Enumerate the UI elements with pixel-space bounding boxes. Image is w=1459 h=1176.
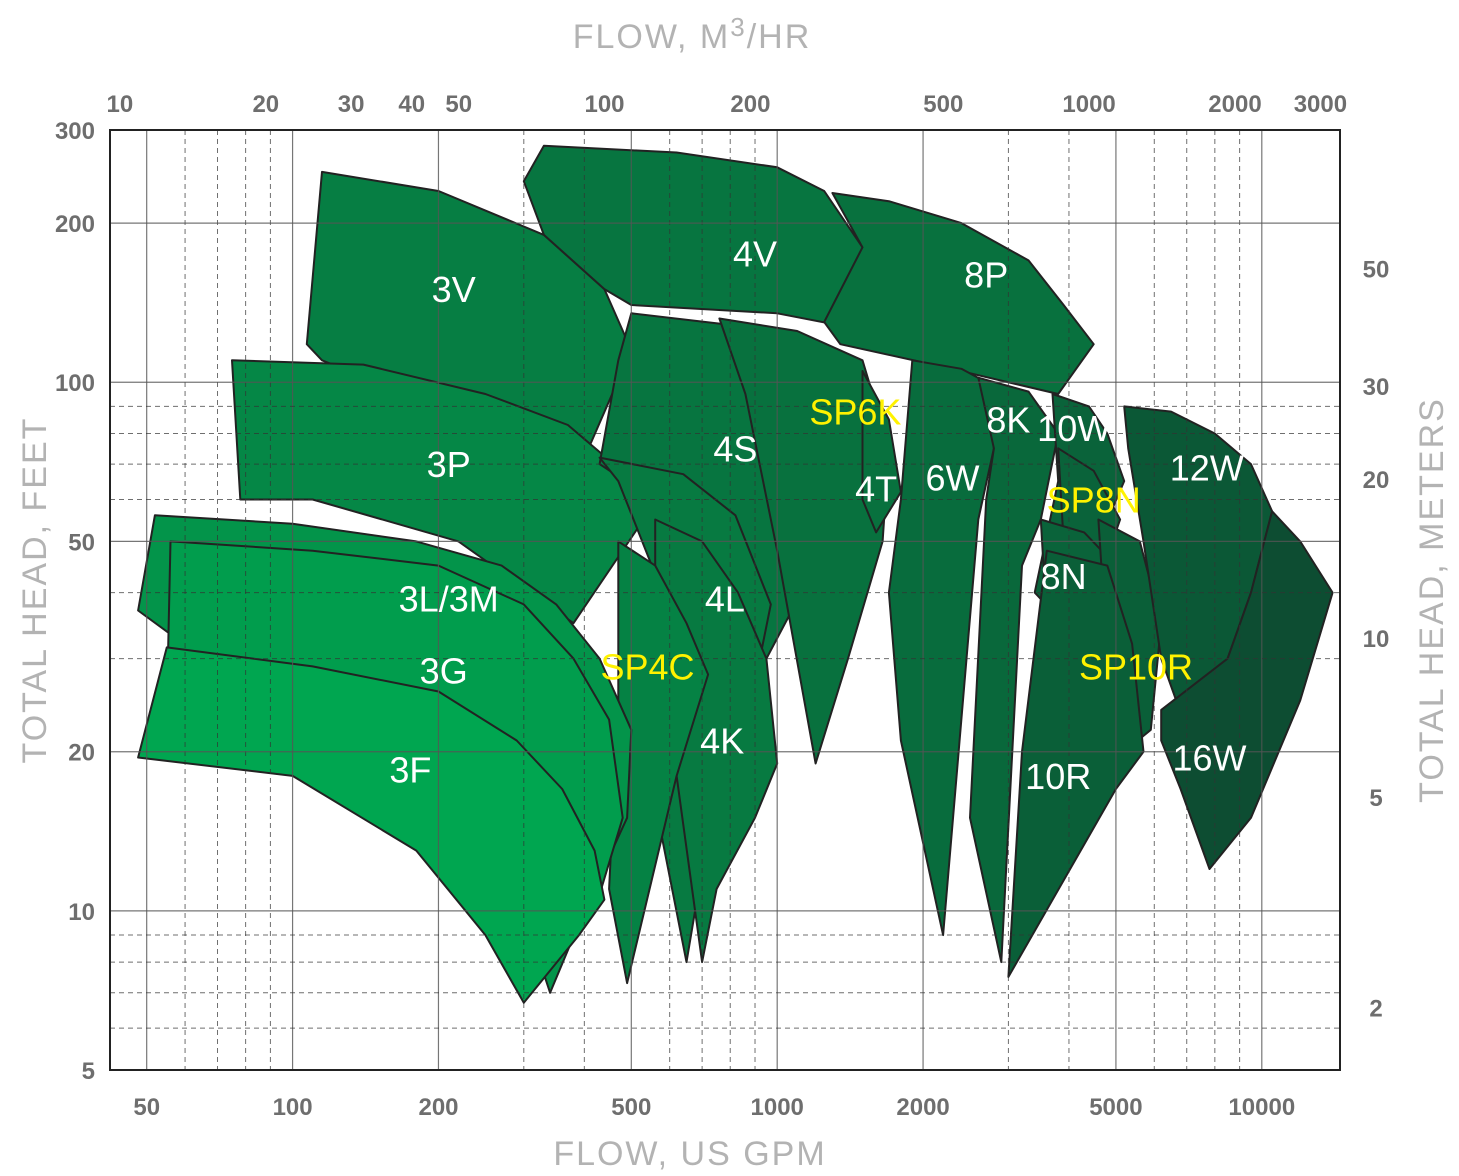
region-4v bbox=[522, 144, 864, 327]
y-tick-label: 300 bbox=[55, 118, 95, 145]
region-label-10w: 10W bbox=[1037, 408, 1111, 449]
y-tick-label: 20 bbox=[68, 740, 95, 767]
region-label-8n: 8N bbox=[1041, 556, 1087, 597]
region-label-sp4c: SP4C bbox=[600, 646, 694, 687]
x2-tick-label: 50 bbox=[445, 91, 472, 118]
x-tick-label: 100 bbox=[273, 1094, 313, 1121]
region-16w bbox=[1160, 510, 1334, 870]
pump-regions bbox=[137, 144, 1334, 1004]
region-8k bbox=[969, 376, 1060, 964]
region-3f bbox=[137, 646, 606, 1004]
x-axis-title: FLOW, US GPM bbox=[553, 1135, 826, 1173]
y2-tick-label: 50 bbox=[1363, 257, 1390, 284]
region-label-6w: 6W bbox=[926, 458, 980, 499]
y2-tick-label: 2 bbox=[1369, 996, 1382, 1023]
x2-tick-label: 500 bbox=[923, 91, 963, 118]
x2-tick-label: 3000 bbox=[1294, 91, 1347, 118]
x-tick-label: 500 bbox=[611, 1094, 651, 1121]
region-label-3f: 3F bbox=[389, 750, 431, 791]
region-label-4k: 4K bbox=[700, 721, 744, 762]
y-axis-title: TOTAL HEAD, FEET bbox=[16, 417, 54, 764]
x2-axis-title: FLOW, M3/HR bbox=[573, 12, 812, 56]
x-tick-label: 10000 bbox=[1228, 1094, 1295, 1121]
region-label-4v: 4V bbox=[733, 234, 777, 275]
region-label-3p: 3P bbox=[427, 444, 471, 485]
x2-tick-label: 2000 bbox=[1208, 91, 1261, 118]
y2-tick-label: 20 bbox=[1363, 467, 1390, 494]
region-6w bbox=[887, 359, 995, 937]
region-label-3g: 3G bbox=[420, 650, 468, 691]
y2-tick-label: 30 bbox=[1363, 374, 1390, 401]
x2-tick-label: 100 bbox=[584, 91, 624, 118]
grid-lines bbox=[110, 130, 1340, 1070]
region-label-sp8n: SP8N bbox=[1047, 480, 1141, 521]
region-label-3v: 3V bbox=[432, 269, 476, 310]
x-tick-label: 2000 bbox=[896, 1094, 949, 1121]
y2-tick-label: 5 bbox=[1369, 785, 1382, 812]
y-tick-label: 200 bbox=[55, 211, 95, 238]
region-10r bbox=[1007, 549, 1145, 978]
x2-tick-label: 30 bbox=[338, 91, 365, 118]
region-label-4s: 4S bbox=[713, 428, 757, 469]
region-label-10r: 10R bbox=[1025, 756, 1091, 797]
region-label-16w: 16W bbox=[1172, 738, 1246, 779]
x2-tick-label: 10 bbox=[107, 91, 134, 118]
region-label-8k: 8K bbox=[986, 400, 1030, 441]
x2-tick-label: 1000 bbox=[1062, 91, 1115, 118]
x-tick-label: 50 bbox=[133, 1094, 160, 1121]
region-label-4l: 4L bbox=[705, 578, 745, 619]
region-label-12w: 12W bbox=[1170, 447, 1244, 488]
x2-tick-label: 200 bbox=[730, 91, 770, 118]
region-label-sp6k: SP6K bbox=[809, 392, 901, 433]
x-tick-label: 1000 bbox=[751, 1094, 804, 1121]
region-8p bbox=[823, 192, 1095, 395]
x-tick-label: 200 bbox=[418, 1094, 458, 1121]
x2-tick-label: 40 bbox=[398, 91, 425, 118]
region-4t bbox=[861, 370, 902, 534]
y2-axis-title: TOTAL HEAD, METERS bbox=[1413, 397, 1451, 803]
y2-tick-label: 10 bbox=[1363, 626, 1390, 653]
tick-labels: 50 100 200 500 1000 2000 5000 10000 5 10 20 50 100 20… bbox=[55, 91, 1389, 1121]
y-tick-label: 50 bbox=[68, 529, 95, 556]
region-label-3l-3m: 3L/3M bbox=[399, 578, 499, 619]
region-label-sp10r: SP10R bbox=[1079, 646, 1193, 687]
region-label-8p: 8P bbox=[964, 254, 1008, 295]
plot-border bbox=[109, 129, 1341, 1071]
y-tick-label: 100 bbox=[55, 370, 95, 397]
x-tick-label: 5000 bbox=[1089, 1094, 1142, 1121]
region-label-4t: 4T bbox=[855, 468, 897, 509]
y-tick-label: 5 bbox=[82, 1058, 95, 1085]
y-tick-label: 10 bbox=[68, 899, 95, 926]
x2-tick-label: 20 bbox=[252, 91, 279, 118]
